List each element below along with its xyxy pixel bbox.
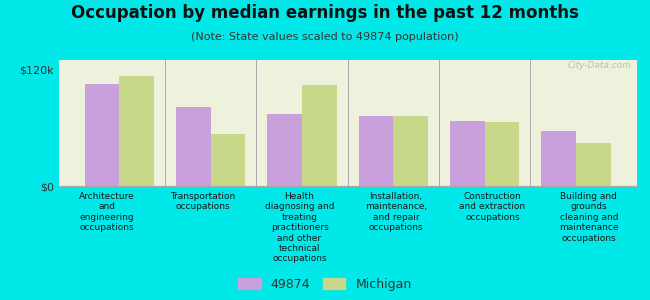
Bar [176, 106, 211, 186]
Bar [541, 131, 576, 186]
Bar [211, 134, 246, 186]
Bar [302, 85, 337, 186]
Text: Health
diagnosing and
treating
practitioners
and other
technical
occupations: Health diagnosing and treating practitio… [265, 192, 334, 263]
Bar [393, 116, 428, 186]
Bar [359, 116, 393, 186]
Bar [485, 122, 519, 186]
Text: Architecture
and
engineering
occupations: Architecture and engineering occupations [79, 192, 135, 232]
Bar [450, 121, 485, 186]
Text: Installation,
maintenance,
and repair
occupations: Installation, maintenance, and repair oc… [365, 192, 427, 232]
Text: (Note: State values scaled to 49874 population): (Note: State values scaled to 49874 popu… [191, 32, 459, 41]
Text: Construction
and extraction
occupations: Construction and extraction occupations [460, 192, 525, 222]
Bar [267, 114, 302, 186]
Text: City-Data.com: City-Data.com [567, 61, 631, 70]
Legend: 49874, Michigan: 49874, Michigan [239, 278, 411, 291]
Text: Transportation
occupations: Transportation occupations [170, 192, 236, 212]
Bar [84, 84, 120, 186]
Bar [576, 143, 611, 186]
Text: Occupation by median earnings in the past 12 months: Occupation by median earnings in the pas… [71, 4, 579, 22]
Text: Building and
grounds
cleaning and
maintenance
occupations: Building and grounds cleaning and mainte… [559, 192, 619, 243]
Bar [120, 76, 154, 186]
